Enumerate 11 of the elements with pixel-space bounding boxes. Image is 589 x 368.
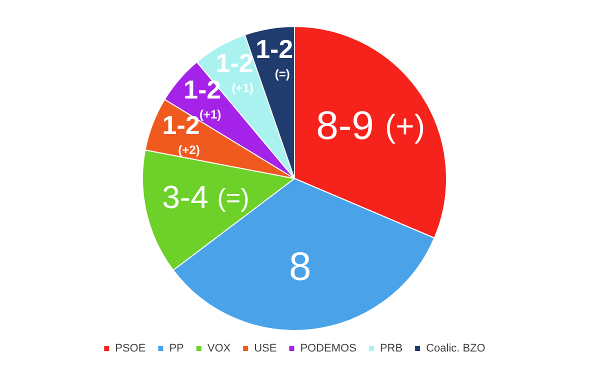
legend-label: Coalic. BZO [426, 342, 486, 355]
text: 3-4 (=) [162, 179, 250, 216]
text: 8 [288, 245, 312, 290]
legend-label: PSOE [115, 342, 146, 355]
text: 8-9 (+) [316, 104, 426, 148]
legend-label: PP [169, 342, 184, 355]
legend-label: PODEMOS [300, 342, 356, 355]
text: 1-2 (=) [256, 34, 294, 81]
legend-label: PRB [380, 342, 403, 355]
legend-label: USE [254, 342, 277, 355]
legend-label: VOX [207, 342, 232, 355]
